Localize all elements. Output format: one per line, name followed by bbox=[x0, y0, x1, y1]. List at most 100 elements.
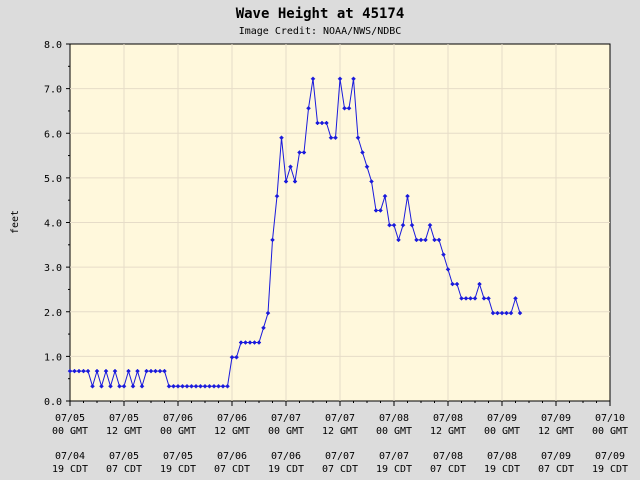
y-tick-label: 5.0 bbox=[44, 174, 62, 185]
data-point bbox=[432, 237, 437, 243]
data-point bbox=[76, 368, 82, 374]
y-tick-label: 3.0 bbox=[44, 263, 62, 274]
data-point bbox=[360, 150, 365, 155]
data-point bbox=[288, 164, 293, 170]
x-tick-label-date: 07/08 bbox=[379, 413, 409, 424]
x-tick-label-gmt: 00 GMT bbox=[52, 426, 88, 437]
x-tick-label-date: 07/08 bbox=[433, 413, 463, 424]
data-point bbox=[418, 237, 424, 243]
data-point bbox=[121, 383, 127, 389]
data-point bbox=[283, 179, 289, 184]
data-point bbox=[499, 310, 505, 316]
x-tick-label-gmt: 00 GMT bbox=[160, 426, 196, 437]
data-point bbox=[315, 120, 320, 126]
data-point bbox=[72, 368, 77, 374]
data-point bbox=[454, 281, 460, 287]
data-point bbox=[234, 354, 239, 360]
data-point bbox=[459, 296, 464, 301]
x-tick-label-date: 07/07 bbox=[271, 413, 301, 424]
x-tick-label-cdt: 19 CDT bbox=[376, 464, 412, 475]
x-tick-label-cdt-date: 07/08 bbox=[487, 451, 517, 462]
data-point bbox=[297, 150, 302, 155]
data-point bbox=[148, 368, 154, 374]
data-point bbox=[166, 383, 172, 389]
data-point bbox=[211, 383, 217, 389]
x-tick-label-date: 07/05 bbox=[55, 413, 85, 424]
data-point bbox=[130, 383, 136, 389]
data-point bbox=[468, 296, 473, 301]
data-point bbox=[153, 368, 158, 374]
data-point bbox=[81, 368, 86, 374]
data-point bbox=[301, 150, 307, 155]
data-point bbox=[85, 368, 91, 374]
data-point bbox=[274, 193, 280, 199]
x-tick-label-date: 07/07 bbox=[325, 413, 355, 424]
data-point bbox=[216, 383, 221, 389]
data-point bbox=[342, 105, 347, 111]
x-tick-label-cdt-date: 07/07 bbox=[379, 451, 409, 462]
data-point bbox=[351, 76, 356, 82]
y-tick-label: 1.0 bbox=[44, 352, 62, 363]
data-point bbox=[261, 325, 266, 331]
x-tick-label-gmt: 00 GMT bbox=[484, 426, 520, 437]
x-tick-label-cdt: 19 CDT bbox=[268, 464, 304, 475]
data-point bbox=[229, 354, 235, 360]
data-point bbox=[180, 383, 185, 389]
data-point bbox=[517, 310, 523, 316]
data-point bbox=[306, 105, 311, 111]
chart-title: Wave Height at 45174 bbox=[236, 6, 405, 22]
data-point bbox=[450, 281, 455, 287]
data-point bbox=[157, 368, 163, 374]
y-tick-label: 0.0 bbox=[44, 397, 62, 408]
data-point bbox=[328, 135, 334, 141]
data-point bbox=[310, 76, 316, 82]
x-tick-label-date: 07/09 bbox=[487, 413, 517, 424]
data-point bbox=[117, 383, 122, 389]
data-point bbox=[490, 310, 496, 316]
x-tick-label-cdt: 19 CDT bbox=[52, 464, 88, 475]
data-point bbox=[270, 237, 275, 243]
x-tick-label-cdt-date: 07/07 bbox=[325, 451, 355, 462]
data-point bbox=[405, 193, 410, 199]
x-tick-label-gmt: 00 GMT bbox=[592, 426, 628, 437]
data-point bbox=[175, 383, 181, 389]
x-tick-label-cdt: 19 CDT bbox=[484, 464, 520, 475]
y-tick-label: 6.0 bbox=[44, 129, 62, 140]
series-layer bbox=[67, 76, 523, 389]
data-point bbox=[477, 281, 482, 287]
x-tick-label-cdt-date: 07/09 bbox=[541, 451, 571, 462]
y-tick-label: 7.0 bbox=[44, 85, 62, 96]
data-point bbox=[162, 368, 167, 374]
y-axis-label: feet bbox=[10, 210, 21, 234]
data-point bbox=[436, 237, 442, 243]
data-point bbox=[486, 296, 491, 301]
data-point bbox=[504, 310, 509, 316]
data-point bbox=[441, 252, 446, 257]
data-point bbox=[378, 208, 383, 213]
x-tick-label-cdt: 07 CDT bbox=[430, 464, 466, 475]
x-tick-label-cdt-date: 07/05 bbox=[163, 451, 193, 462]
data-point bbox=[319, 120, 325, 126]
data-point bbox=[247, 340, 253, 345]
data-point bbox=[144, 368, 149, 374]
data-point bbox=[256, 340, 262, 345]
x-tick-label-cdt-date: 07/05 bbox=[109, 451, 139, 462]
y-tick-label: 2.0 bbox=[44, 308, 62, 319]
data-point bbox=[126, 368, 131, 374]
data-point bbox=[193, 383, 199, 389]
data-point bbox=[333, 135, 338, 141]
x-tick-label-gmt: 12 GMT bbox=[214, 426, 250, 437]
data-point bbox=[472, 296, 478, 301]
data-point bbox=[409, 222, 415, 228]
data-point bbox=[103, 368, 109, 374]
y-tick-label: 4.0 bbox=[44, 219, 62, 230]
data-point bbox=[391, 222, 397, 228]
x-tick-label-cdt-date: 07/06 bbox=[271, 451, 301, 462]
data-point bbox=[252, 340, 257, 345]
x-tick-label-cdt: 07 CDT bbox=[322, 464, 358, 475]
x-tick-label-gmt: 00 GMT bbox=[268, 426, 304, 437]
data-point bbox=[139, 383, 145, 389]
data-point bbox=[427, 222, 433, 228]
data-point bbox=[513, 296, 518, 301]
